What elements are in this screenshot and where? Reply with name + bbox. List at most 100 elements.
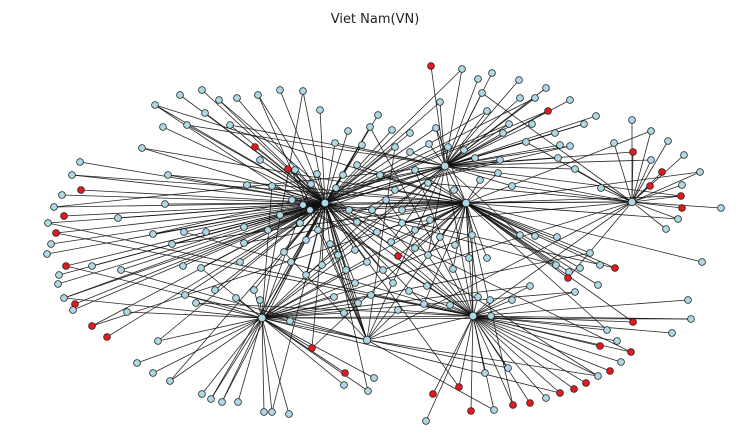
leaf-edge bbox=[261, 317, 345, 386]
graph-node bbox=[318, 261, 326, 269]
graph-node bbox=[522, 138, 530, 146]
cross-edge bbox=[324, 110, 488, 204]
leaf-edge bbox=[152, 317, 263, 374]
highlighted-node bbox=[606, 367, 614, 375]
graph-node bbox=[233, 94, 241, 102]
leaf-edge bbox=[472, 315, 547, 399]
leaf-edge bbox=[261, 302, 359, 319]
graph-node bbox=[405, 287, 413, 295]
graph-node bbox=[43, 250, 51, 258]
hub-edge bbox=[261, 315, 474, 319]
graph-node bbox=[151, 101, 159, 109]
hub-edge bbox=[261, 201, 633, 319]
leaf-edge bbox=[61, 194, 326, 204]
graph-node bbox=[423, 282, 431, 290]
graph-node bbox=[351, 279, 359, 287]
highlighted-node bbox=[544, 107, 552, 115]
graph-node bbox=[388, 126, 396, 134]
cross-edge bbox=[465, 202, 634, 323]
leaf-edge bbox=[221, 317, 263, 403]
cross-edge bbox=[309, 209, 474, 317]
graph-node bbox=[164, 171, 172, 179]
cross-edge bbox=[302, 202, 467, 206]
leaf-edge bbox=[261, 317, 273, 413]
leaf-edge bbox=[409, 151, 446, 167]
leaf-edge bbox=[631, 201, 667, 230]
graph-node bbox=[192, 299, 200, 307]
graph-node bbox=[367, 291, 375, 299]
leaf-edge bbox=[106, 202, 326, 338]
graph-node bbox=[288, 196, 296, 204]
graph-node bbox=[446, 301, 454, 309]
graph-node bbox=[302, 236, 310, 244]
graph-node bbox=[198, 86, 206, 94]
highlighted-node bbox=[646, 182, 654, 190]
graph-node bbox=[424, 179, 432, 187]
leaf-edge bbox=[465, 202, 558, 238]
highlighted-node bbox=[60, 212, 68, 220]
graph-node bbox=[680, 151, 688, 159]
leaf-edge bbox=[511, 185, 633, 203]
highlighted-node bbox=[629, 148, 637, 156]
graph-node bbox=[458, 65, 466, 73]
graph-node bbox=[287, 258, 295, 266]
graph-node bbox=[571, 288, 579, 296]
graph-node bbox=[234, 398, 242, 406]
graph-node bbox=[54, 280, 62, 288]
leaf-edge bbox=[472, 315, 509, 369]
graph-node bbox=[411, 244, 419, 252]
edges-layer bbox=[46, 65, 722, 422]
leaf-edge bbox=[444, 141, 527, 167]
leaf-edge bbox=[271, 185, 326, 204]
graph-node bbox=[476, 176, 484, 184]
cross-edge bbox=[167, 174, 467, 204]
graph-node bbox=[553, 233, 561, 241]
leaf-edge bbox=[261, 312, 345, 319]
hub-edge bbox=[366, 165, 446, 341]
graph-node bbox=[149, 230, 157, 238]
leaf-edge bbox=[201, 317, 263, 395]
hub-node bbox=[320, 198, 330, 208]
leaf-edge bbox=[631, 195, 682, 203]
graph-node bbox=[291, 166, 299, 174]
leaf-edge bbox=[427, 182, 467, 204]
graph-node bbox=[218, 398, 226, 406]
highlighted-node bbox=[394, 252, 402, 260]
leaf-edge bbox=[427, 202, 467, 256]
graph-node bbox=[114, 214, 122, 222]
cross-edge bbox=[444, 151, 634, 167]
leaf-edge bbox=[401, 202, 467, 211]
graph-node bbox=[596, 261, 604, 269]
leaf-edge bbox=[472, 285, 531, 317]
graph-node bbox=[256, 156, 264, 164]
graph-node bbox=[353, 161, 361, 169]
cross-edge bbox=[401, 201, 633, 224]
graph-node bbox=[515, 76, 523, 84]
cross-edge bbox=[324, 97, 536, 204]
highlighted-node bbox=[570, 385, 578, 393]
graph-node bbox=[202, 228, 210, 236]
leaf-edge bbox=[435, 127, 446, 167]
leaf-edge bbox=[235, 297, 263, 319]
leaf-edge bbox=[305, 202, 326, 241]
graph-node bbox=[394, 306, 402, 314]
cross-edge bbox=[390, 165, 446, 243]
highlighted-node bbox=[677, 192, 685, 200]
graph-node bbox=[379, 266, 387, 274]
highlighted-node bbox=[582, 379, 590, 387]
graph-node bbox=[594, 372, 602, 380]
leaf-edge bbox=[279, 89, 326, 204]
leaf-edge bbox=[200, 202, 326, 269]
cross-edge bbox=[311, 202, 326, 349]
leaf-edge bbox=[472, 299, 513, 317]
highlighted-node bbox=[429, 390, 437, 398]
graph-node bbox=[240, 223, 248, 231]
leaf-edge bbox=[425, 315, 474, 422]
leaf-edge bbox=[184, 202, 326, 296]
leaf-edge bbox=[472, 315, 599, 377]
cross-edge bbox=[444, 165, 576, 170]
graph-node bbox=[487, 312, 495, 320]
graph-node bbox=[50, 203, 58, 211]
graph-node bbox=[411, 166, 419, 174]
leaf-edge bbox=[63, 202, 326, 299]
